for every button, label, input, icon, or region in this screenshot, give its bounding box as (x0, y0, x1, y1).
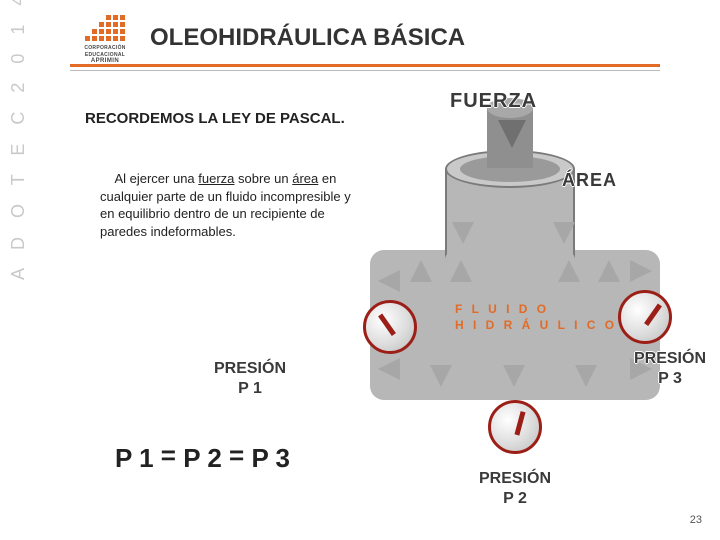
arrow-left-icon (378, 270, 400, 292)
arrow-right-icon (630, 260, 652, 282)
arrow-up-icon (558, 260, 580, 282)
body-u1: fuerza (198, 171, 234, 186)
page-number: 23 (690, 514, 702, 526)
gauge-p1 (363, 300, 417, 354)
arrow-down-icon (452, 222, 474, 244)
logo: CORPORACIÓN EDUCACIONAL APRIMIN (70, 10, 140, 64)
arrow-up-icon (410, 260, 432, 282)
sidebar-text: A D O T E C 2 0 1 4 (8, 0, 28, 280)
arrow-down-icon (503, 365, 525, 387)
page-title: OLEOHIDRÁULICA BÁSICA (150, 24, 465, 52)
eq-sign-1: = (161, 440, 176, 470)
body-paragraph: Al ejercer una fuerza sobre un área en c… (100, 170, 360, 240)
body-u2: área (292, 171, 318, 186)
slide: A D O T E C 2 0 1 4 CORPORACIÓN EDUCACIO… (0, 0, 720, 540)
arrow-down-icon (430, 365, 452, 387)
gauge-p3 (618, 290, 672, 344)
eq-p3: P 3 (251, 443, 290, 473)
label-fuerza: FUERZA (450, 90, 537, 113)
label-presion-3: PRESIÓN (625, 350, 715, 368)
eq-p2: P 2 (183, 443, 222, 473)
footer-brand: A D O T E C 2 0 1 4 (8, 0, 29, 280)
eq-p1: P 1 (115, 443, 154, 473)
arrow-down-icon (553, 222, 575, 244)
arrow-force-down-icon (498, 120, 526, 148)
arrow-up-icon (598, 260, 620, 282)
label-fluido-1: F L U I D O (455, 302, 549, 316)
eq-sign-2: = (229, 440, 244, 470)
title-rule-thin (70, 70, 660, 71)
subtitle: RECORDEMOS LA LEY DE PASCAL. (85, 110, 345, 127)
label-presion-1: PRESIÓN (200, 360, 300, 378)
equation: P 1 = P 2 = P 3 (115, 440, 290, 474)
label-p1: P 1 (200, 380, 300, 398)
gauge-p2 (488, 400, 542, 454)
label-fluido-2: H I D R Á U L I C O (455, 318, 617, 332)
label-p3: P 3 (625, 370, 715, 388)
arrow-down-icon (575, 365, 597, 387)
logo-line1: CORPORACIÓN (70, 45, 140, 51)
arrow-left-icon (378, 358, 400, 380)
body-t1: Al ejercer una (114, 171, 198, 186)
logo-icon (83, 10, 127, 44)
label-presion-2: PRESIÓN (465, 470, 565, 488)
title-rule-accent (70, 64, 660, 67)
body-t2: sobre un (234, 171, 292, 186)
arrow-up-icon (450, 260, 472, 282)
label-p2: P 2 (465, 490, 565, 508)
label-area: ÁREA (562, 170, 617, 191)
